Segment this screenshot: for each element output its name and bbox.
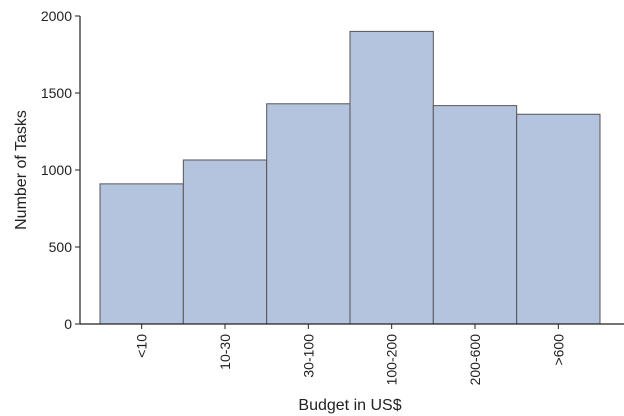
y-tick-label-0: 0 — [64, 316, 72, 332]
bar-3 — [349, 30, 434, 325]
y-tick-label-1: 500 — [49, 239, 73, 255]
y-tick-label-3: 1500 — [41, 85, 72, 101]
y-ticks-group: 0 500 1000 1500 2000 — [41, 8, 80, 332]
y-tick-label-4: 2000 — [41, 8, 72, 24]
bar-2 — [266, 103, 351, 325]
x-tick-label-0: <10 — [134, 334, 150, 358]
bar-5 — [516, 113, 601, 325]
bars-group — [99, 30, 601, 325]
x-tick-label-1: 10-30 — [217, 334, 233, 370]
bar-1 — [182, 159, 268, 325]
x-tick-label-5: >600 — [550, 334, 566, 366]
y-axis-label: Number of Tasks — [13, 110, 30, 230]
y-tick-label-2: 1000 — [41, 162, 72, 178]
x-tick-label-2: 30-100 — [300, 334, 316, 378]
x-axis-label: Budget in US$ — [298, 397, 401, 414]
x-tick-label-3: 100-200 — [384, 334, 400, 386]
x-ticks-group: <10 10-30 30-100 100-200 200-600 >600 — [134, 324, 566, 386]
bar-4 — [432, 105, 518, 325]
bar-0 — [99, 183, 184, 325]
x-tick-label-4: 200-600 — [467, 334, 483, 386]
